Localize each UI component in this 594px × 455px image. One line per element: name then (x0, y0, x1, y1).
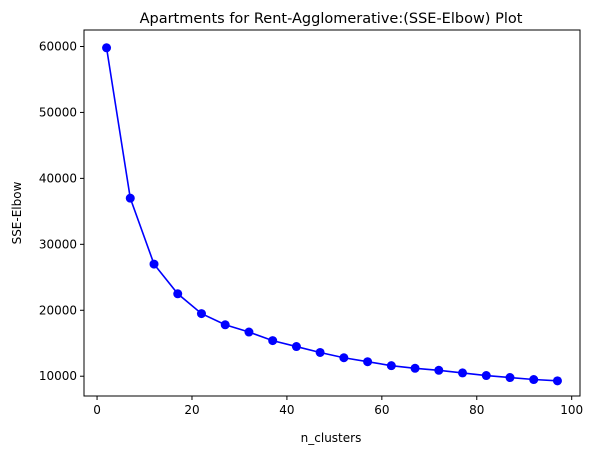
y-axis-label: SSE-Elbow (10, 181, 24, 244)
data-point (410, 363, 420, 373)
data-point (268, 336, 278, 346)
data-point (125, 193, 135, 203)
y-tick-label: 10000 (39, 369, 77, 383)
x-tick-label: 60 (374, 403, 389, 417)
x-tick-label: 100 (560, 403, 583, 417)
data-point (196, 309, 206, 319)
data-point (386, 361, 396, 371)
x-axis: 0 20 40 60 80 100 (93, 396, 583, 417)
data-point (505, 373, 515, 383)
data-point (173, 289, 183, 299)
y-tick-label: 30000 (39, 237, 77, 251)
plot-area-frame (83, 29, 581, 397)
y-tick-label: 50000 (39, 105, 77, 119)
data-point (363, 357, 373, 367)
data-point (244, 327, 254, 337)
data-point (458, 368, 468, 378)
x-tick-label: 20 (184, 403, 199, 417)
chart-title: Apartments for Rent-Agglomerative:(SSE-E… (140, 11, 523, 27)
x-tick-label: 0 (93, 403, 101, 417)
series-line (105, 47, 558, 382)
x-tick-label: 40 (279, 403, 294, 417)
y-tick-label: 40000 (39, 171, 77, 185)
data-point (552, 376, 562, 386)
data-point (102, 43, 112, 53)
y-tick-label: 20000 (39, 303, 77, 317)
x-tick-label: 80 (469, 403, 484, 417)
y-axis: 10000 20000 30000 40000 50000 60000 (39, 39, 84, 383)
x-axis-label: n_clusters (301, 431, 362, 445)
data-point (220, 320, 230, 330)
series-group (102, 43, 562, 386)
data-point (339, 353, 349, 363)
data-point (481, 371, 491, 381)
y-tick-label: 60000 (39, 39, 77, 53)
data-point (315, 347, 325, 357)
data-point (434, 365, 444, 375)
data-point (291, 342, 301, 352)
data-point (529, 375, 539, 385)
data-point (149, 259, 159, 269)
